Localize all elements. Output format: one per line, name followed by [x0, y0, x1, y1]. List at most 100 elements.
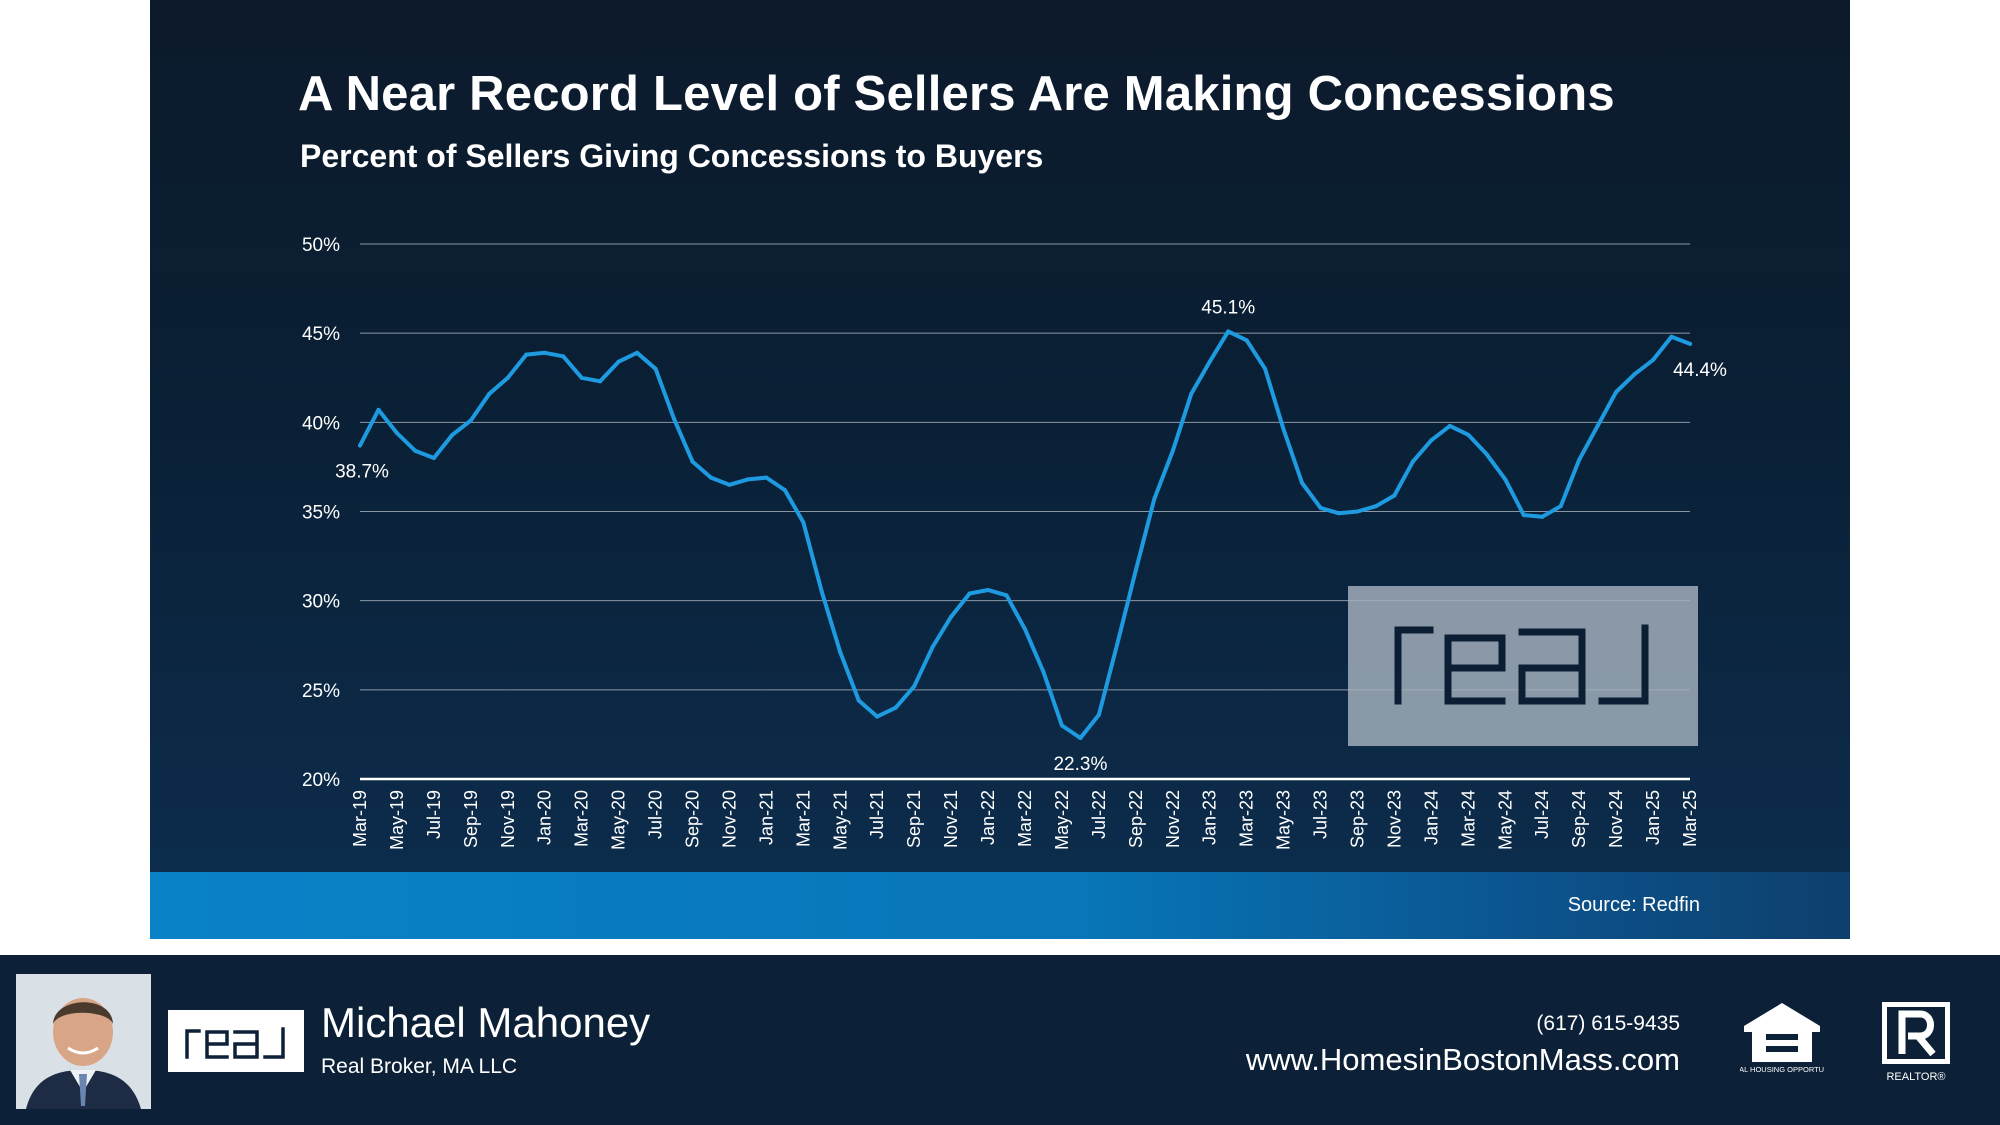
data-label: 45.1% [1201, 297, 1255, 318]
chart-subtitle: Percent of Sellers Giving Concessions to… [300, 138, 1044, 174]
agent-website-link[interactable]: www.HomesinBostonMass.com [1245, 1042, 1680, 1077]
data-point [1226, 329, 1231, 334]
data-label: 22.3% [1053, 754, 1107, 775]
y-tick-label: 20% [302, 770, 340, 791]
data-point [1577, 457, 1582, 462]
x-tick-label: Mar-25 [1680, 790, 1700, 847]
data-point [1484, 452, 1489, 457]
x-tick-label: Sep-19 [461, 790, 481, 848]
data-point [635, 350, 640, 355]
data-point [1078, 735, 1083, 740]
data-point [819, 589, 824, 594]
x-tick-label: Mar-20 [572, 790, 592, 847]
data-point [1189, 391, 1194, 396]
x-axis-tick-labels: Mar-19 May-19 Jul-19 Sep-19 Nov-19 Jan-20 Mar-… [350, 790, 1700, 850]
realtor-label: REALTOR® [1886, 1071, 1945, 1083]
x-tick-label: Nov-19 [498, 790, 518, 848]
x-tick-label: Sep-20 [683, 790, 703, 848]
data-point [875, 714, 880, 719]
data-point [487, 391, 492, 396]
data-point [376, 407, 381, 412]
data-point [1373, 504, 1378, 509]
agent-footer: Michael Mahoney Real Broker, MA LLC (617… [0, 955, 2000, 1125]
agent-photo [16, 974, 151, 1109]
x-tick-label: May-23 [1274, 790, 1294, 850]
x-tick-label: May-19 [387, 790, 407, 850]
data-point [1244, 338, 1249, 343]
data-point [986, 587, 991, 592]
y-tick-label: 30% [302, 592, 340, 613]
x-tick-label: Jul-20 [646, 790, 666, 839]
data-point [967, 591, 972, 596]
data-point [893, 705, 898, 710]
data-point [1688, 341, 1692, 346]
data-point [394, 431, 399, 436]
data-point [782, 488, 787, 493]
agent-phone[interactable]: (617) 615-9435 [1536, 1012, 1680, 1035]
x-tick-label: Mar-23 [1237, 790, 1257, 847]
data-point [616, 359, 621, 364]
x-tick-label: Sep-23 [1348, 790, 1368, 848]
data-point [949, 614, 954, 619]
data-label: 38.7% [335, 462, 389, 483]
data-point [672, 416, 677, 421]
y-tick-label: 25% [302, 681, 340, 702]
data-point [358, 443, 362, 448]
x-tick-label: May-24 [1495, 790, 1515, 850]
data-point [764, 475, 769, 480]
x-tick-label: Jan-22 [978, 790, 998, 845]
data-point [708, 475, 713, 480]
data-point [1447, 423, 1452, 428]
data-point [505, 375, 510, 380]
data-point [1059, 723, 1064, 728]
data-point [1207, 359, 1212, 364]
chart-title: A Near Record Level of Sellers Are Makin… [298, 67, 1615, 121]
equal-housing-icon: EQUAL HOUSING OPPORTUNITY [1723, 1000, 1841, 1084]
x-tick-label: May-20 [609, 790, 629, 850]
y-axis-tick-labels: 20% 25% 30% 35% 40% 45% 50% [302, 235, 340, 791]
data-point [690, 459, 695, 464]
data-point [930, 645, 935, 650]
data-point [1115, 641, 1120, 646]
x-tick-label: Nov-22 [1163, 790, 1183, 848]
x-tick-label: Sep-21 [904, 790, 924, 848]
y-tick-label: 45% [302, 324, 340, 345]
data-point [1651, 357, 1656, 362]
chart-slide: A Near Record Level of Sellers Are Makin… [150, 0, 1850, 939]
y-tick-label: 50% [302, 235, 340, 256]
data-point [727, 482, 732, 487]
data-point [1300, 480, 1305, 485]
data-point [1170, 448, 1175, 453]
x-tick-label: May-22 [1052, 790, 1072, 850]
data-point [1152, 497, 1157, 502]
x-tick-label: Jul-22 [1089, 790, 1109, 839]
data-point [1614, 390, 1619, 395]
x-tick-label: Mar-19 [350, 790, 370, 847]
data-point [1595, 423, 1600, 428]
x-tick-label: Jan-23 [1200, 790, 1220, 845]
data-point [1355, 509, 1360, 514]
x-tick-label: Sep-24 [1569, 790, 1589, 848]
data-point [561, 354, 566, 359]
x-tick-label: Jul-21 [867, 790, 887, 839]
data-point [1429, 438, 1434, 443]
data-labels: 38.7% 45.1% 22.3% 44.4% [335, 297, 1727, 775]
data-point [524, 352, 529, 357]
data-point [801, 520, 806, 525]
real-logo [168, 1010, 304, 1072]
data-point [1133, 568, 1138, 573]
equal-housing-label: EQUAL HOUSING OPPORTUNITY [1740, 1065, 1824, 1074]
agent-name: Michael Mahoney [321, 999, 651, 1046]
data-point [653, 366, 658, 371]
data-point [856, 698, 861, 703]
x-tick-label: Jul-24 [1532, 790, 1552, 839]
data-point [542, 350, 547, 355]
x-tick-label: Sep-22 [1126, 790, 1146, 848]
y-tick-label: 35% [302, 503, 340, 524]
data-point [1337, 511, 1342, 516]
data-point [1318, 505, 1323, 510]
data-point [1503, 477, 1508, 482]
data-point [1023, 627, 1027, 632]
data-point [450, 432, 455, 437]
data-points [358, 329, 1692, 740]
